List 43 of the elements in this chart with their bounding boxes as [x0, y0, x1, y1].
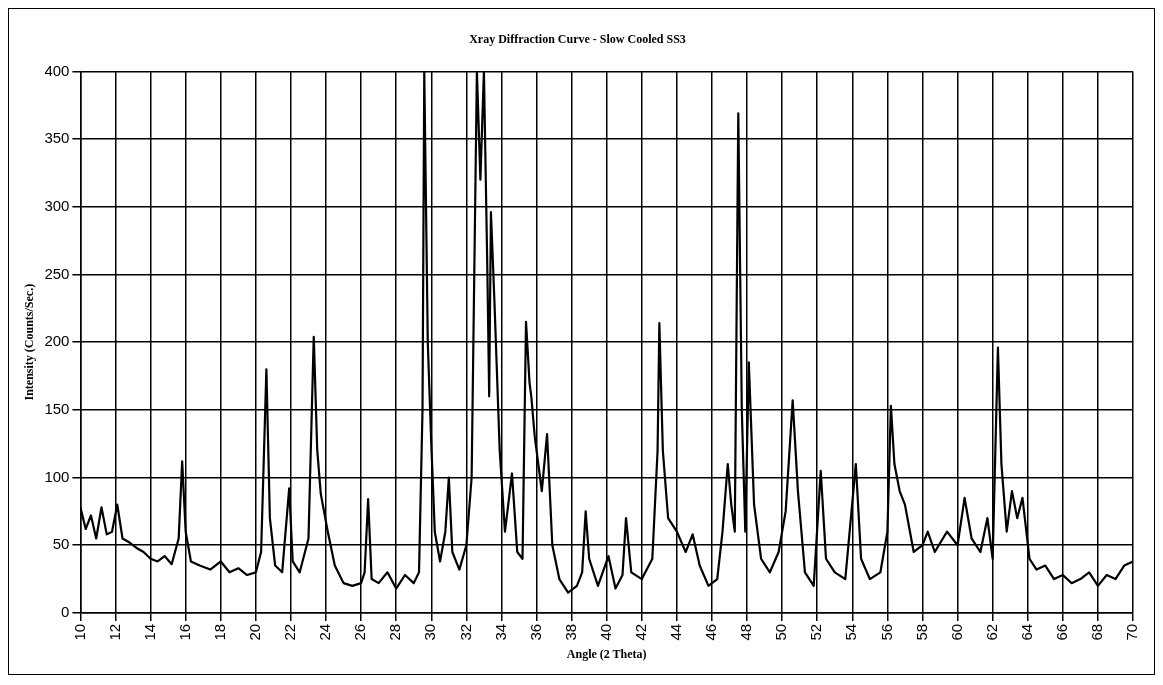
chart-title: Xray Diffraction Curve - Slow Cooled SS3 [469, 32, 686, 47]
y-tick-label: 100 [44, 467, 70, 485]
y-tick-label: 300 [44, 196, 70, 214]
x-axis-title: Angle (2 Theta) [566, 646, 647, 661]
x-tick-label: 60 [947, 623, 965, 641]
x-tick-label: 50 [772, 623, 790, 641]
y-tick-label: 0 [61, 603, 70, 621]
y-tick-label: 350 [44, 129, 70, 147]
x-tick-label: 48 [737, 623, 755, 641]
x-tick-label: 32 [456, 623, 474, 641]
x-tick-label: 30 [421, 623, 439, 641]
x-tick-label: 46 [702, 623, 720, 641]
x-tick-label: 38 [561, 623, 579, 641]
y-tick-label: 150 [44, 399, 70, 417]
y-tick-label: 400 [44, 61, 70, 79]
x-tick-label: 12 [105, 623, 123, 641]
x-tick-label: 34 [491, 623, 509, 641]
x-tick-label: 44 [667, 623, 685, 641]
x-tick-label: 68 [1088, 623, 1106, 641]
x-tick-label: 24 [316, 623, 334, 641]
x-tick-label: 16 [175, 623, 193, 641]
x-tick-label: 58 [912, 623, 930, 641]
x-tick-label: 26 [351, 623, 369, 641]
x-tick-label: 18 [210, 623, 228, 641]
x-tick-label: 52 [807, 623, 825, 641]
x-tick-label: 22 [281, 623, 299, 641]
x-tick-label: 70 [1123, 623, 1141, 641]
x-tick-label: 40 [596, 623, 614, 641]
x-tick-label: 28 [386, 623, 404, 641]
y-axis-title: Intensity (Counts/Sec.) [22, 283, 37, 401]
x-tick-label: 42 [631, 623, 649, 641]
x-tick-label: 36 [526, 623, 544, 641]
x-tick-label: 56 [877, 623, 895, 641]
y-tick-label: 250 [44, 264, 70, 282]
x-tick-label: 62 [982, 623, 1000, 641]
x-tick-label: 54 [842, 623, 860, 641]
x-tick-label: 20 [246, 623, 263, 641]
y-tick-label: 50 [52, 535, 70, 553]
x-tick-label: 10 [70, 623, 88, 641]
x-tick-label: 64 [1017, 623, 1035, 641]
y-tick-label: 200 [44, 332, 70, 350]
x-tick-label: 66 [1052, 623, 1070, 641]
x-tick-label: 14 [140, 623, 158, 641]
